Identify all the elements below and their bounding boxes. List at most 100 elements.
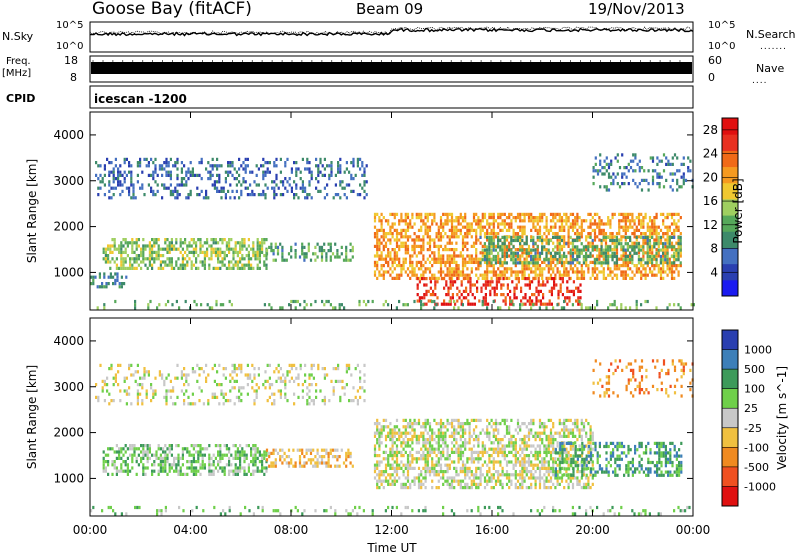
heatmap-cell xyxy=(624,219,627,223)
heatmap-cell xyxy=(610,182,613,186)
heatmap-cell xyxy=(175,466,178,470)
heatmap-cell xyxy=(371,299,374,304)
heatmap-cell xyxy=(244,170,247,174)
heatmap-cell xyxy=(402,438,405,442)
heatmap-cell xyxy=(433,431,436,435)
heatmap-cell xyxy=(332,389,335,393)
heatmap-cell xyxy=(508,228,511,232)
heatmap-cell xyxy=(545,235,548,239)
cpid-text: icescan -1200 xyxy=(94,92,187,106)
heatmap-cell xyxy=(398,466,401,470)
heatmap-cell xyxy=(163,379,166,383)
heatmap-cell xyxy=(445,280,448,284)
heatmap-cell xyxy=(406,441,410,445)
heatmap-cell xyxy=(659,235,662,239)
heatmap-cell xyxy=(274,448,277,452)
heatmap-cell xyxy=(118,250,121,254)
heatmap-cell xyxy=(439,235,443,239)
heatmap-cell xyxy=(646,228,649,232)
heatmap-cell xyxy=(275,164,278,168)
heatmap-cell xyxy=(607,166,611,170)
heatmap-cell xyxy=(525,251,528,255)
heatmap-cell xyxy=(512,216,515,220)
heatmap-cell xyxy=(382,303,385,307)
heatmap-cell xyxy=(423,277,426,281)
heatmap-cell xyxy=(400,244,403,248)
heatmap-cell xyxy=(483,276,487,280)
heatmap-cell xyxy=(510,238,513,243)
heatmap-cell xyxy=(194,173,197,177)
heatmap-cell xyxy=(197,266,200,270)
heatmap-cell xyxy=(677,238,680,242)
heatmap-cell xyxy=(238,367,241,371)
heatmap-cell xyxy=(159,254,162,258)
heatmap-cell xyxy=(521,254,524,258)
heatmap-cell xyxy=(213,395,216,399)
heatmap-cell xyxy=(478,299,481,303)
heatmap-cell xyxy=(314,258,317,262)
heatmap-cell xyxy=(488,258,491,262)
heatmap-cell xyxy=(387,264,390,268)
heatmap-cell xyxy=(668,257,671,261)
heatmap-cell xyxy=(406,225,410,229)
heatmap-cell xyxy=(418,299,421,303)
heatmap-cell xyxy=(323,157,326,161)
heatmap-cell xyxy=(576,238,579,243)
heatmap-cell xyxy=(418,280,421,284)
heatmap-cell xyxy=(359,386,362,390)
heatmap-cell xyxy=(240,183,243,187)
heatmap-cell xyxy=(612,178,615,182)
heatmap-cell xyxy=(607,188,611,192)
heatmap-cell xyxy=(205,376,208,380)
heatmap-cell xyxy=(598,257,601,261)
heatmap-cell xyxy=(558,228,561,232)
heatmap-cell xyxy=(384,434,388,438)
heatmap-cell xyxy=(380,470,383,474)
heatmap-cell xyxy=(165,186,168,190)
heatmap-cell xyxy=(437,257,440,261)
heatmap-cell xyxy=(596,235,599,239)
heatmap-cell xyxy=(555,283,558,287)
heatmap-cell xyxy=(348,170,351,174)
heatmap-cell xyxy=(576,258,579,262)
heatmap-cell xyxy=(330,173,333,177)
heatmap-cell xyxy=(254,250,257,254)
heatmap-cell xyxy=(424,228,427,232)
heatmap-cell xyxy=(413,241,416,245)
heatmap-cell xyxy=(243,469,246,473)
heatmap-cell xyxy=(308,183,311,187)
heatmap-cell xyxy=(123,282,126,286)
heatmap-cell xyxy=(96,285,99,289)
heatmap-cell xyxy=(118,285,121,289)
heatmap-cell xyxy=(301,395,304,399)
heatmap-cell xyxy=(589,244,592,248)
heatmap-cell xyxy=(211,173,214,177)
heatmap-cell xyxy=(376,228,379,232)
heatmap-cell xyxy=(113,247,116,251)
heatmap-cell xyxy=(345,161,348,165)
heatmap-cell xyxy=(589,225,592,229)
heatmap-cell xyxy=(152,389,155,393)
heatmap-cell xyxy=(98,272,101,276)
heatmap-cell xyxy=(488,251,491,255)
heatmap-cell xyxy=(470,228,473,232)
heatmap-cell xyxy=(223,453,226,457)
heatmap-cell xyxy=(664,225,667,229)
heatmap-cell xyxy=(435,235,438,239)
heatmap-cell xyxy=(431,276,434,280)
heatmap-cell xyxy=(331,252,335,256)
heatmap-cell xyxy=(233,379,236,383)
heatmap-cell xyxy=(416,283,419,287)
heatmap-cell xyxy=(118,453,121,457)
heatmap-cell xyxy=(523,216,526,220)
heatmap-cell xyxy=(330,164,333,168)
heatmap-cell xyxy=(657,267,660,271)
heatmap-cell xyxy=(579,296,582,300)
heatmap-cell xyxy=(557,296,560,300)
heatmap-cell xyxy=(196,379,199,383)
heatmap-cell xyxy=(297,196,300,200)
heatmap-cell xyxy=(538,212,542,216)
heatmap-cell xyxy=(472,244,476,248)
heatmap-cell xyxy=(192,238,195,242)
heatmap-cell xyxy=(206,254,209,258)
